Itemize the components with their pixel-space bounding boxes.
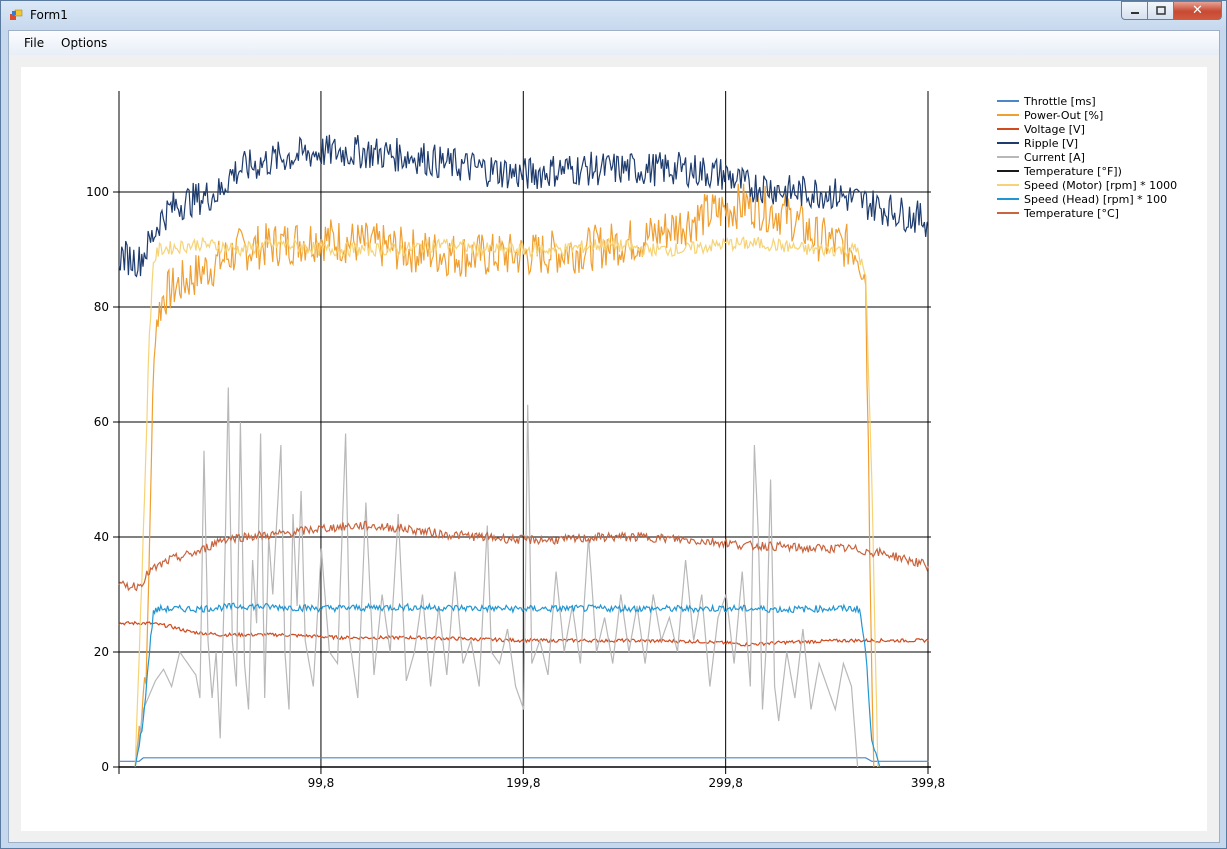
close-icon: ✕ xyxy=(1192,3,1203,18)
window-title: Form1 xyxy=(30,8,68,22)
y-tick-label-3: 60 xyxy=(94,415,109,429)
legend-entry-5: Temperature [°F]) xyxy=(1023,165,1122,178)
legend-entry-3: Ripple [V] xyxy=(1024,137,1078,150)
form-icon xyxy=(10,9,23,20)
legend-entry-6: Speed (Motor) [rpm] * 1000 xyxy=(1024,179,1177,192)
minimize-icon xyxy=(1130,11,1139,14)
y-tick-label-5: 100 xyxy=(86,185,109,199)
menu-options[interactable]: Options xyxy=(61,36,108,50)
x-tick-label-1: 199,8 xyxy=(506,776,540,790)
series-line-0 xyxy=(119,757,929,762)
chart-panel: 0 20 40 60 80 100 99,8 199,8 299,8 399,8 Throttle … xyxy=(21,67,1207,831)
legend-entry-7: Speed (Head) [rpm] * 100 xyxy=(1024,193,1167,206)
series-line-6 xyxy=(134,235,879,768)
y-tick-label-0: 0 xyxy=(101,760,109,774)
title-bar[interactable]: Form1 ✕ xyxy=(1,1,1226,29)
close-button[interactable]: ✕ xyxy=(1174,1,1222,20)
legend-entry-4: Current [A] xyxy=(1024,151,1085,164)
series-line-3 xyxy=(118,134,929,278)
menu-file[interactable]: File xyxy=(24,36,45,50)
legend-entry-1: Power-Out [%] xyxy=(1024,109,1103,122)
minimize-button[interactable] xyxy=(1121,1,1148,20)
maximize-button[interactable] xyxy=(1148,1,1174,20)
y-tick-label-4: 80 xyxy=(94,300,109,314)
series-line-2 xyxy=(118,620,929,647)
x-tick-label-2: 299,8 xyxy=(708,776,742,790)
y-tick-label-1: 20 xyxy=(94,645,109,659)
series-line-8 xyxy=(118,520,929,592)
x-tick-label-0: 99,8 xyxy=(308,776,335,790)
form-client-area: File Options 0 20 40 60 80 100 99,8 199,8 299,8 3… xyxy=(8,30,1220,843)
menu-bar: File Options xyxy=(9,31,1219,55)
y-tick-label-2: 40 xyxy=(94,530,109,544)
legend-entry-8: Temperature [°C] xyxy=(1023,207,1119,220)
series-line-1 xyxy=(134,183,875,768)
restore-icon xyxy=(1155,6,1166,15)
series-line-4 xyxy=(134,387,859,768)
x-tick-label-3: 399,8 xyxy=(911,776,945,790)
legend-entry-0: Throttle [ms] xyxy=(1023,95,1096,108)
series-line-7 xyxy=(134,602,881,768)
legend-entry-2: Voltage [V] xyxy=(1024,123,1085,136)
line-chart: 0 20 40 60 80 100 99,8 199,8 299,8 399,8 Throttle … xyxy=(86,91,1177,790)
